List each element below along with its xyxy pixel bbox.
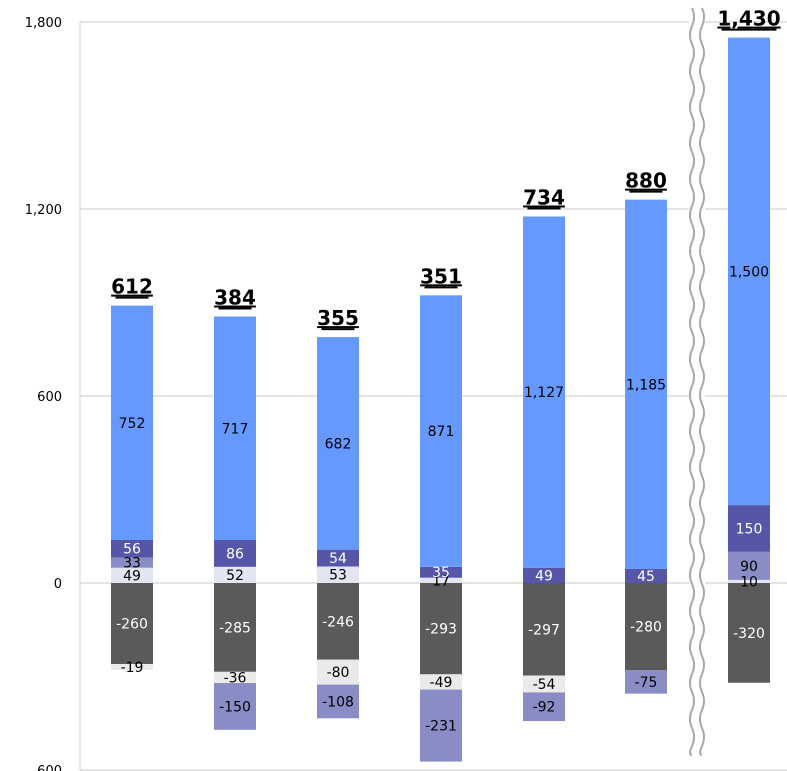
bar-segment <box>625 583 667 671</box>
segment-value-label: 33 <box>123 556 141 572</box>
segment-value-label: -231 <box>425 719 457 735</box>
segment-value-label: 717 <box>222 421 249 437</box>
segment-value-label: 1,127 <box>524 385 564 401</box>
segment-value-label: 53 <box>329 568 347 584</box>
segment-value-label: 86 <box>226 546 244 562</box>
bar-segment <box>214 671 256 684</box>
bar-segment <box>728 551 770 580</box>
y-axis: -600 0 600 1,200 1,800 <box>25 16 81 771</box>
segment-value-label: -108 <box>322 694 354 710</box>
bar-segment <box>420 689 462 762</box>
bar-segment <box>420 583 462 675</box>
segment-value-label: 49 <box>535 568 553 584</box>
bar-segment <box>214 583 256 672</box>
bar-segment <box>728 37 770 506</box>
bar-segment <box>317 549 359 567</box>
y-tick-label: -600 <box>32 764 62 771</box>
bar-total-label: 1,430 <box>717 7 780 31</box>
bar-segment <box>420 674 462 690</box>
bar-total-label: 351 <box>420 264 462 288</box>
segment-value-label: -49 <box>430 675 453 691</box>
bar-segment <box>317 583 359 660</box>
segment-value-label: 752 <box>119 416 146 432</box>
bar-segment <box>317 659 359 685</box>
segment-value-label: -246 <box>322 614 354 630</box>
bar-segment <box>111 557 153 568</box>
bar-segment <box>317 684 359 719</box>
segment-value-label: -75 <box>635 675 658 691</box>
segment-value-label: -54 <box>533 677 556 693</box>
bar-segment <box>111 664 153 670</box>
segment-value-label: 45 <box>637 569 655 585</box>
bar-total-label: 880 <box>625 169 667 193</box>
y-tick-label: 1,200 <box>25 203 62 218</box>
segment-value-label: 682 <box>325 436 352 452</box>
segment-value-label: -280 <box>630 620 662 636</box>
bar-segment <box>728 505 770 552</box>
bar-total-label: 355 <box>317 306 359 330</box>
bar-segment <box>523 567 565 583</box>
axis-break-line <box>699 7 705 756</box>
segment-value-label: 871 <box>428 424 455 440</box>
segment-value-label: -320 <box>733 626 765 642</box>
bar-segment <box>728 579 770 583</box>
bar-segment <box>111 567 153 583</box>
axis-break-marker <box>689 7 705 756</box>
bar-segment <box>728 583 770 683</box>
segment-value-label: -150 <box>219 699 251 715</box>
bar-total-label: 612 <box>111 275 153 299</box>
segment-value-label: -19 <box>121 660 144 676</box>
segment-value-label: 54 <box>329 551 347 567</box>
bar-segment <box>625 568 667 583</box>
segment-value-label: 150 <box>736 521 763 537</box>
bar-segment <box>523 216 565 568</box>
axis-break-line <box>689 7 695 756</box>
segment-value-label: 1,185 <box>626 377 666 393</box>
bar-segment <box>420 295 462 567</box>
segment-value-label: 56 <box>123 542 141 558</box>
bar-segment <box>111 583 153 665</box>
segment-value-label: 49 <box>123 568 141 584</box>
bar-segment <box>523 675 565 693</box>
segment-value-label: -260 <box>116 617 148 633</box>
segment-value-label: 90 <box>740 559 758 575</box>
y-tick-label: 600 <box>37 390 62 405</box>
segment-value-label: -293 <box>425 622 457 638</box>
segment-value-label: -36 <box>224 670 247 686</box>
y-tick-label: 0 <box>54 577 62 592</box>
bar-total-label: 384 <box>214 286 256 310</box>
bar-segment <box>523 692 565 722</box>
labels: 493356752-260-196125286717-285-36-150384… <box>111 7 781 735</box>
bar-segment <box>214 566 256 583</box>
bar-segment <box>214 683 256 730</box>
segment-value-label: 10 <box>740 574 758 590</box>
bar-segment <box>317 566 359 583</box>
bar-total-label: 734 <box>523 185 565 209</box>
segment-value-label: -285 <box>219 620 251 636</box>
bar-segment <box>420 577 462 583</box>
segment-value-label: -80 <box>327 665 350 681</box>
bar-segment <box>214 316 256 540</box>
y-tick-label: 1,800 <box>25 16 62 31</box>
segment-value-label: 52 <box>226 568 244 584</box>
segment-value-label: 17 <box>432 573 450 589</box>
bar-segment <box>317 337 359 550</box>
segment-value-label: -297 <box>528 622 560 638</box>
bar-segment <box>523 583 565 676</box>
bar-segment <box>111 305 153 540</box>
segment-value-label: 35 <box>432 565 450 581</box>
bar-segment <box>625 199 667 569</box>
bar-segment <box>214 539 256 567</box>
bar-segment <box>111 539 153 558</box>
bar-segment <box>625 670 667 694</box>
segment-value-label: -92 <box>533 700 556 716</box>
segment-value-label: 1,500 <box>729 264 769 280</box>
bars <box>111 37 770 762</box>
bar-segment <box>420 566 462 578</box>
